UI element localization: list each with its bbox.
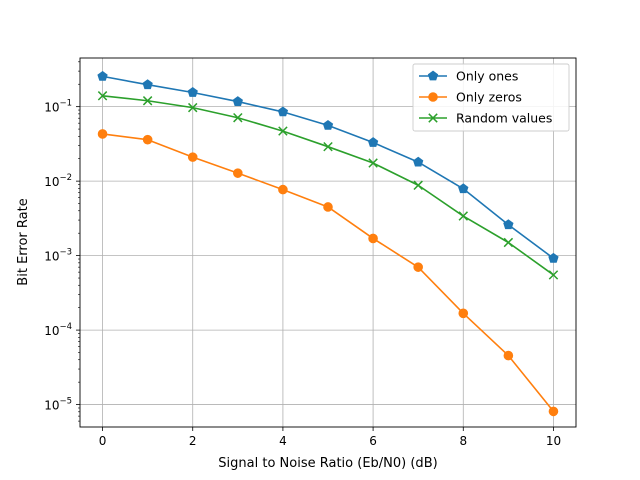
data-point-only-ones [458, 183, 469, 194]
y-tick-label: 10−3 [44, 248, 72, 264]
data-point-only-zeros [368, 233, 378, 244]
legend-marker-only-zeros [428, 92, 438, 102]
x-axis-ticks: 0 2 4 6 8 10 [99, 427, 561, 448]
data-point-random-values [368, 158, 378, 168]
y-axis-ticks: 10−5 10−4 10−3 10−2 10−1 [44, 61, 80, 422]
data-point-only-ones [97, 70, 108, 81]
data-point-random-values [97, 91, 108, 101]
data-point-random-values [278, 126, 288, 136]
y-tick-label: 10−1 [44, 99, 72, 115]
data-point-random-values [323, 141, 333, 152]
x-tick-label: 4 [279, 434, 287, 448]
legend-marker-random-values [428, 113, 438, 123]
data-point-only-ones [548, 252, 559, 263]
y-axis-label: Bit Error Rate [16, 198, 31, 285]
data-point-only-zeros [413, 262, 423, 272]
data-point-only-ones [187, 87, 198, 97]
data-point-only-zeros [458, 308, 469, 319]
x-tick-label: 6 [369, 434, 377, 448]
data-point-only-ones [413, 156, 424, 167]
data-point-only-ones [322, 119, 334, 130]
data-point-only-zeros [97, 129, 108, 139]
series-random-values [97, 91, 559, 280]
data-point-random-values [233, 113, 243, 123]
legend-label-random-values: Random values [456, 111, 552, 126]
series-only-zeros [97, 129, 559, 417]
series-only-ones [97, 70, 559, 263]
data-point-only-zeros [548, 406, 559, 417]
data-point-only-zeros [503, 350, 514, 361]
legend-label-only-ones: Only ones [456, 69, 518, 84]
data-point-random-values [187, 102, 198, 113]
data-point-random-values [548, 270, 559, 280]
x-tick-label: 10 [546, 434, 561, 448]
data-point-only-zeros [233, 168, 243, 178]
data-point-only-ones [503, 219, 514, 230]
data-point-only-ones [232, 96, 243, 106]
data-point-only-ones [277, 106, 289, 117]
data-point-random-values [413, 180, 423, 190]
legend-box [412, 63, 570, 132]
y-tick-label: 10−2 [44, 173, 72, 189]
data-point-random-values [503, 237, 514, 248]
data-point-only-zeros [323, 202, 333, 212]
data-point-only-ones [367, 137, 379, 147]
x-tick-label: 8 [459, 434, 467, 448]
x-tick-label: 0 [99, 434, 107, 448]
y-tick-label: 10−5 [44, 397, 72, 413]
series-layer [97, 70, 559, 417]
data-point-only-zeros [142, 134, 153, 145]
legend: Only ones Only zeros Random values [412, 63, 570, 132]
y-tick-label: 10−4 [44, 322, 72, 338]
x-axis-label: Signal to Noise Ratio (Eb/N0) (dB) [218, 456, 437, 471]
data-point-random-values [142, 96, 153, 106]
legend-marker-only-ones [427, 70, 439, 81]
data-point-only-zeros [187, 152, 198, 162]
data-point-random-values [458, 211, 469, 221]
plot-frame [79, 57, 577, 428]
data-point-only-ones [142, 79, 153, 90]
legend-label-only-zeros: Only zeros [456, 90, 522, 105]
x-tick-label: 2 [189, 434, 197, 448]
data-point-only-zeros [278, 184, 288, 195]
